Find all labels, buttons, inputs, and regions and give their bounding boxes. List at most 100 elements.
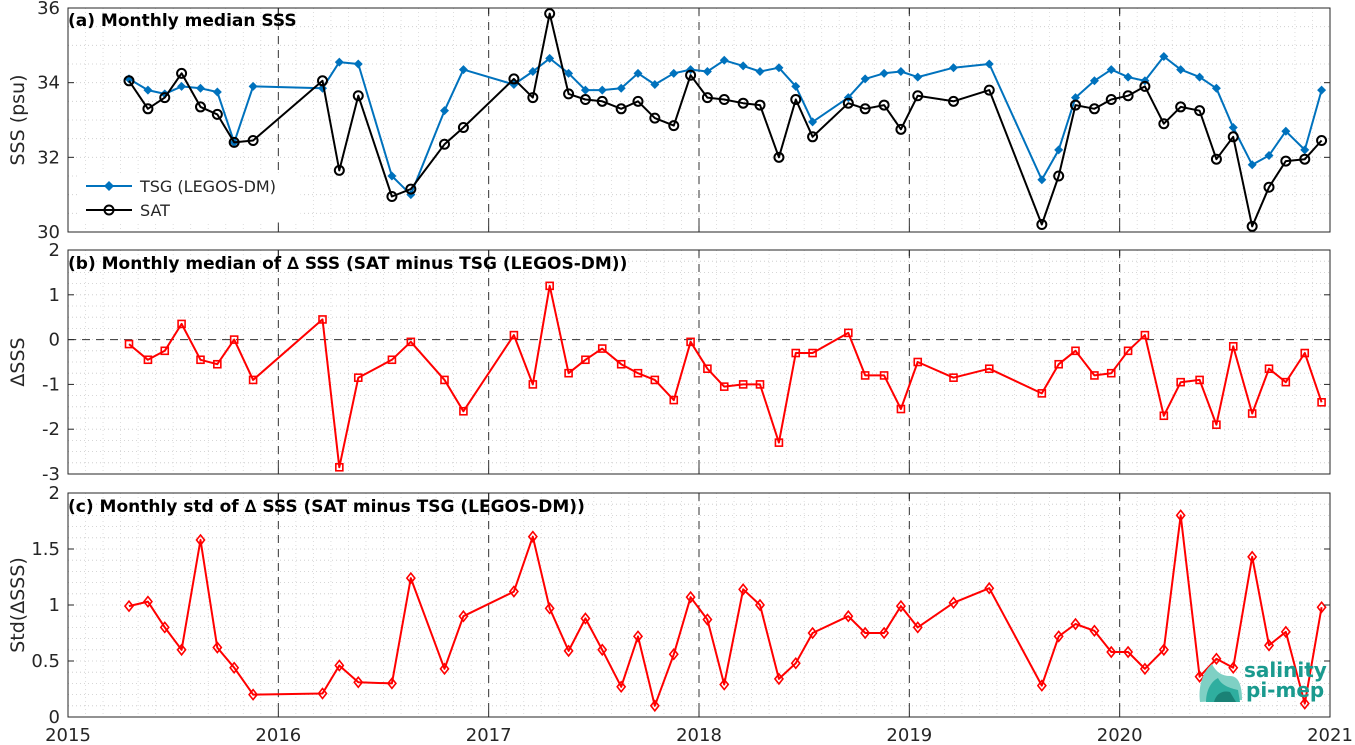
panel-c-series-0-point (1089, 624, 1100, 638)
panel-c-series-0-point (1228, 661, 1239, 675)
panel-b-series-0-point (774, 438, 784, 447)
panel-b-series-0-point (124, 339, 134, 349)
panel-c-series-0-point (597, 643, 608, 657)
panel-b-series-0-point (1281, 377, 1291, 387)
panel-c-series-0-point (1247, 550, 1258, 564)
panel-a-series-sat-point (685, 69, 697, 81)
panel-c-series-0-point (773, 672, 784, 686)
panel-a-series-sat-point (159, 92, 171, 104)
panel-c-series-0-point (195, 533, 206, 547)
panel-c-series-0-point (1175, 509, 1186, 522)
panel-b-series-0-point (1176, 377, 1185, 387)
panel-b-series-0-point (528, 380, 538, 389)
legend-tsg-marker (104, 181, 114, 191)
panel-c-series-0-point (790, 656, 801, 670)
panel-a-series-tsg-legos-dm-point (1317, 85, 1327, 95)
panel-b-series-0-point (597, 344, 607, 353)
panel-a-series-tsg-legos-dm-point (808, 117, 818, 127)
panel-a-series-tsg-legos-dm-point (439, 106, 449, 116)
panel-a-series-tsg-legos-dm-point (1089, 76, 1099, 86)
panel-c-series-0-point (123, 599, 135, 613)
panel-a-series-tsg-legos-dm-point (387, 171, 397, 181)
panel-b-series-0-point (879, 371, 889, 380)
panel-a-series-sat-point (1158, 118, 1170, 130)
panel-a-series-sat-point (386, 191, 398, 203)
panel-b-series-0-point (1106, 368, 1116, 378)
panel-b-title: (b) Monthly median of ∆ SSS (SAT minus T… (68, 254, 627, 274)
panel-a-series-tsg-legos-dm-point (949, 63, 959, 73)
panel-c-series-0-point (508, 585, 519, 598)
legend-sat-marker (103, 204, 115, 216)
panel-a-series-sat-point (895, 123, 907, 135)
panel-b-series-0-point (1247, 409, 1257, 418)
panel-c-ytick-label: 1.5 (31, 539, 60, 560)
panel-a-series-sat-point (842, 97, 854, 109)
panel-c-series-0-point (527, 530, 538, 543)
panel-b-ytick-label: -3 (42, 464, 60, 485)
panel-a: 30 32 34 36 (a) Monthly median SSS SSS (psu… (7, 0, 1331, 243)
panel-b-series-0-point (1212, 420, 1221, 430)
logo-line-2: pi-mep (1246, 678, 1324, 702)
panel-b-series-0-point (633, 368, 643, 378)
panel-a-series-sat-point (773, 151, 785, 163)
panel-a-series-sat-point (352, 90, 364, 102)
panel-b-series-0-point (984, 364, 994, 374)
panel-b-series-0-point (335, 462, 344, 472)
panel-c-series-0-point (1299, 697, 1310, 710)
panel-a-series-tsg-legos-dm-point (1211, 83, 1221, 93)
panel-a-series-sat-point (948, 95, 960, 107)
panel-c-series-0-point (668, 647, 679, 661)
panel-a-series-tsg-legos-dm-point (791, 81, 801, 91)
panel-b-series-0-point (669, 395, 679, 405)
panel-c-series-0-point (1106, 645, 1117, 659)
panel-a-series-sat-point (701, 92, 713, 104)
panel-b-ytick-label: -1 (42, 374, 60, 395)
panel-a-series-tsg-legos-dm-point (196, 83, 206, 93)
panel-c-series-0-point (1316, 600, 1327, 614)
panel-c-series-0-line (128, 514, 1323, 707)
panel-a-series-sat-point (228, 136, 240, 148)
panel-b-series-0-point (844, 328, 853, 338)
panel-a-series-sat-point (754, 99, 766, 111)
panel-b-series-0-point (1159, 411, 1169, 421)
panel-c-series-0-point (860, 626, 871, 640)
panel-b-series-0-point (143, 355, 153, 365)
panel-a-series-sat-point (807, 131, 819, 143)
panel-b-series-0-point (160, 346, 170, 356)
panel-b-series-0-point (545, 281, 554, 291)
panel-a-series-tsg-legos-dm-point (616, 83, 626, 93)
panel-a-series-sat-point (615, 103, 627, 115)
panel-c-series-0-point (616, 680, 627, 694)
panel-a-series-sat-point (527, 92, 539, 104)
panel-a-series-tsg-legos-dm-point (669, 68, 679, 78)
panel-c-series-0-point (159, 621, 170, 634)
panel-b-series-0-point (719, 382, 729, 391)
panel-a-series-sat-point (668, 120, 680, 132)
panel-b-series-0-point (1071, 346, 1080, 356)
panel-c-series-0-point (1123, 645, 1134, 659)
panel-a-series-tsg-legos-dm-point (458, 65, 468, 75)
panel-c-series-0-point (1280, 625, 1291, 639)
panel-a-series-tsg-legos-dm-point (528, 66, 538, 76)
panel-a-series-sat-point (1263, 181, 1275, 193)
panel-b-series-0-point (949, 373, 958, 382)
panel-a-series-tsg-legos-dm-point (755, 66, 765, 76)
panel-b-series-0-point (686, 337, 695, 347)
panel-c-ytick-label: 1 (49, 595, 60, 616)
panel-b-series-0-point (808, 348, 817, 358)
panel-a-series-sat-point (649, 112, 661, 124)
panel-b-series-0-point (616, 359, 626, 369)
panel-a-series-tsg-legos-dm-point (1300, 145, 1310, 155)
panel-a-series-tsg-legos-dm-point (913, 72, 923, 82)
panel-a-series-tsg-legos-dm-point (1228, 122, 1238, 132)
panel-a-series-tsg-legos-dm-point (545, 53, 555, 63)
legend-sat-label: SAT (140, 201, 170, 220)
panel-c-series-0-point (229, 661, 240, 675)
panel-a-series-sat-point (1069, 99, 1081, 111)
panel-b-series-0-point (248, 375, 258, 385)
panel-c-series-0-point (843, 609, 854, 623)
panel-c-series-0-point (807, 626, 818, 640)
panel-a-y-axis-label: SSS (psu) (7, 74, 29, 165)
panel-c-series-0-point (439, 662, 450, 676)
panel-c-series-0-point (563, 644, 574, 658)
